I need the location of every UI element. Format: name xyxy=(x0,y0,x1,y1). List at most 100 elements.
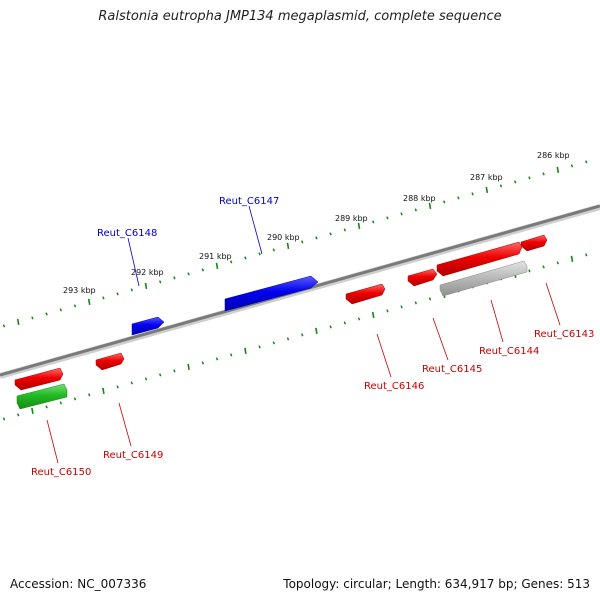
gene-arrow-reut-c6145[interactable] xyxy=(407,268,438,287)
ruler-minor-tick xyxy=(542,172,545,176)
ruler-minor-tick xyxy=(187,272,190,276)
kbp-label: 289 kbp xyxy=(335,214,368,223)
ruler-minor-tick xyxy=(31,316,34,320)
ruler-minor-tick xyxy=(585,160,588,164)
ruler-minor-tick xyxy=(585,253,588,257)
ruler-minor-tick xyxy=(201,361,205,365)
ruler-minor-tick xyxy=(130,288,134,292)
ruler-minor-tick xyxy=(570,164,574,168)
gene-label-reut-c6144: Reut_C6144 xyxy=(479,346,539,357)
ruler-minor-tick xyxy=(343,228,346,232)
kbp-label: 287 kbp xyxy=(470,173,503,182)
ruler-minor-tick xyxy=(116,292,119,296)
ruler-major-tick xyxy=(428,202,432,210)
ruler-minor-tick xyxy=(272,341,275,345)
gene-arrow-reut-c6144[interactable] xyxy=(436,241,523,277)
ruler-minor-tick xyxy=(457,196,460,200)
pseudogene-feature[interactable] xyxy=(439,260,528,297)
kbp-label: 292 kbp xyxy=(131,268,164,277)
ruler-minor-tick xyxy=(229,260,233,264)
gene-label-reut-c6145: Reut_C6145 xyxy=(422,364,482,375)
ruler-major-tick xyxy=(16,318,20,326)
ruler-minor-tick xyxy=(357,317,361,321)
ruler-minor-tick xyxy=(215,357,219,361)
ruler-minor-tick xyxy=(528,176,531,180)
ruler-minor-tick xyxy=(301,333,304,337)
ruler-minor-tick xyxy=(414,301,417,305)
ruler-minor-tick xyxy=(329,325,332,329)
ruler-minor-tick xyxy=(73,304,77,308)
ruler-minor-tick xyxy=(116,385,119,389)
ruler-minor-tick xyxy=(2,417,6,421)
ruler-minor-tick xyxy=(87,393,91,397)
ruler-minor-tick xyxy=(414,208,417,212)
gene-arrow-reut-c6146[interactable] xyxy=(345,283,386,305)
ruler-minor-tick xyxy=(428,297,432,301)
ruler-minor-tick xyxy=(173,276,176,280)
ruler-major-tick xyxy=(570,255,574,263)
ruler-minor-tick xyxy=(386,309,389,313)
ruler-minor-tick xyxy=(315,236,318,240)
ruler-minor-tick xyxy=(130,381,134,385)
gene-arrow-reut-c6147[interactable] xyxy=(224,275,319,312)
topology-summary-text: Topology: circular; Length: 634,917 bp; … xyxy=(283,577,590,591)
ruler-minor-tick xyxy=(286,337,290,341)
gene-arrow-reut-c6148[interactable] xyxy=(131,316,165,336)
ruler-minor-tick xyxy=(329,232,332,236)
ruler-minor-tick xyxy=(229,353,233,357)
ruler-major-tick xyxy=(556,166,560,174)
ruler-minor-tick xyxy=(528,269,531,273)
ruler-minor-tick xyxy=(158,280,162,284)
map-title: Ralstonia eutropha JMP134 megaplasmid, c… xyxy=(98,9,502,24)
gene-label-reut-c6143: Reut_C6143 xyxy=(534,329,594,340)
ruler-major-tick xyxy=(315,327,318,335)
kbp-label: 288 kbp xyxy=(403,194,436,203)
ruler-minor-tick xyxy=(258,252,261,256)
ruler-minor-tick xyxy=(244,256,247,260)
gene-label-reut-c6148: Reut_C6148 xyxy=(97,228,157,239)
ruler-minor-tick xyxy=(471,192,474,196)
ruler-minor-tick xyxy=(258,345,261,349)
ruler-minor-tick xyxy=(45,312,48,316)
ruler-minor-tick xyxy=(443,200,446,204)
kbp-label: 290 kbp xyxy=(267,233,300,242)
gene-arrow-reut-c6149[interactable] xyxy=(95,352,125,371)
ruler-minor-tick xyxy=(400,305,403,309)
ruler-minor-tick xyxy=(102,296,105,300)
gene-arrow-reut-c6150[interactable] xyxy=(14,367,64,391)
ruler-minor-tick xyxy=(386,216,389,220)
ruler-minor-tick xyxy=(16,413,20,417)
kbp-label: 291 kbp xyxy=(199,252,232,261)
ruler-major-tick xyxy=(31,407,34,415)
ruler-major-tick xyxy=(357,222,361,230)
gene-label-reut-c6147: Reut_C6147 xyxy=(219,196,279,207)
ruler-upper xyxy=(2,160,588,328)
label-leaders xyxy=(46,205,561,464)
accession-text: Accession: NC_007336 xyxy=(10,577,147,591)
ruler-minor-tick xyxy=(343,321,346,325)
gene-label-reut-c6149: Reut_C6149 xyxy=(103,450,163,461)
ruler-minor-tick xyxy=(400,212,403,216)
kbp-label: 286 kbp xyxy=(537,151,570,160)
ruler-minor-tick xyxy=(2,324,6,328)
ruler-minor-tick xyxy=(372,220,375,224)
ruler-major-tick xyxy=(144,282,148,290)
ruler-minor-tick xyxy=(272,248,275,252)
ruler-major-tick xyxy=(187,363,190,371)
ruler-major-tick xyxy=(87,298,91,306)
ruler-minor-tick xyxy=(59,401,63,405)
ruler-minor-tick xyxy=(45,405,48,409)
ruler-major-tick xyxy=(286,242,290,250)
ruler-minor-tick xyxy=(514,180,517,184)
rna-feature[interactable] xyxy=(16,383,68,410)
ruler-major-tick xyxy=(485,186,489,194)
ruler-minor-tick xyxy=(201,268,205,272)
kbp-label: 293 kbp xyxy=(63,286,96,295)
ruler-minor-tick xyxy=(173,369,176,373)
ruler-major-tick xyxy=(102,387,105,395)
ruler-minor-tick xyxy=(556,261,559,265)
ruler-major-tick xyxy=(244,347,247,355)
ruler-minor-tick xyxy=(499,184,503,188)
gene-arrow-reut-c6143[interactable] xyxy=(520,234,548,252)
